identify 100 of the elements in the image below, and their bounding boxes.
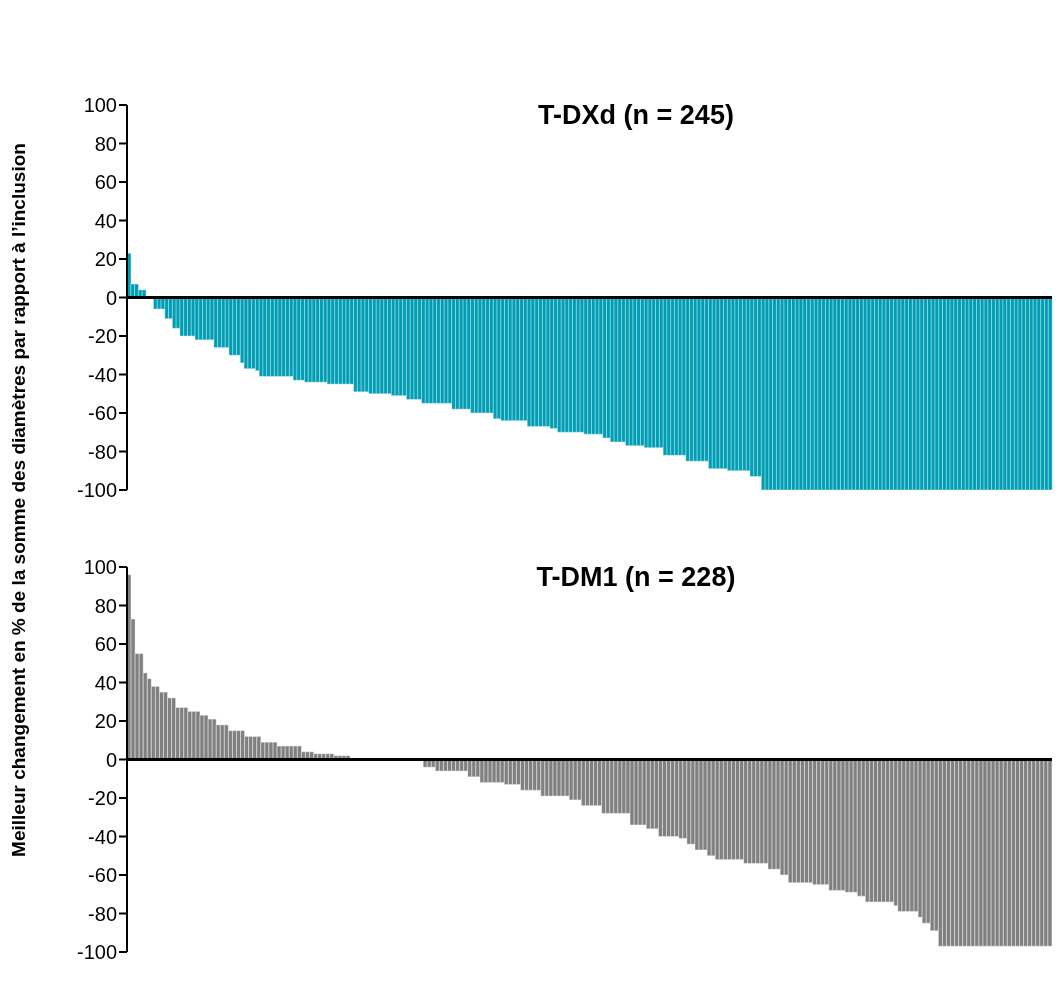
bar xyxy=(857,759,862,897)
bar xyxy=(455,297,460,410)
bar xyxy=(534,297,539,427)
bar xyxy=(1017,297,1023,490)
bar xyxy=(998,297,1004,490)
bar xyxy=(859,297,864,490)
bar xyxy=(1025,297,1030,490)
bar xyxy=(579,297,585,433)
bar xyxy=(806,297,811,490)
bar xyxy=(897,759,903,912)
bar xyxy=(986,759,992,947)
bar xyxy=(987,297,993,490)
bar xyxy=(443,297,449,404)
y-tick-label: -20 xyxy=(88,787,117,810)
bar xyxy=(958,759,963,947)
bar xyxy=(982,759,988,947)
bar xyxy=(1044,297,1049,490)
bar xyxy=(788,759,793,883)
y-tick-label: -40 xyxy=(88,825,117,848)
bar xyxy=(655,297,660,448)
bar xyxy=(727,759,732,860)
bar xyxy=(345,297,351,385)
bar xyxy=(598,297,604,435)
bar xyxy=(791,297,796,490)
bar xyxy=(421,297,426,404)
bar xyxy=(602,297,607,439)
bar xyxy=(817,297,823,490)
bar xyxy=(613,297,619,443)
bar xyxy=(901,759,907,912)
bar xyxy=(557,297,562,433)
bar xyxy=(738,297,743,471)
bar xyxy=(962,759,967,947)
bar xyxy=(938,759,943,947)
bar xyxy=(904,297,909,490)
bar xyxy=(413,297,419,400)
bar xyxy=(300,297,305,381)
bar xyxy=(787,297,792,490)
bar xyxy=(1043,759,1049,947)
bar xyxy=(311,297,317,383)
bar xyxy=(203,715,209,760)
bar xyxy=(572,297,577,433)
bar xyxy=(549,297,555,429)
bar xyxy=(869,759,874,903)
bar xyxy=(812,759,817,885)
y-tick-label: -80 xyxy=(88,902,117,925)
bar xyxy=(832,759,838,891)
bar xyxy=(974,759,980,947)
bar xyxy=(545,297,551,427)
bar xyxy=(334,297,339,385)
bar xyxy=(921,759,927,924)
bar xyxy=(637,759,643,826)
bar xyxy=(961,297,966,490)
bar xyxy=(796,759,801,883)
bar xyxy=(1031,759,1036,947)
bar xyxy=(950,759,955,947)
bar xyxy=(767,759,773,870)
bar xyxy=(715,297,721,470)
bar xyxy=(930,759,935,932)
bar xyxy=(338,297,343,385)
y-tick-label: -100 xyxy=(76,479,117,502)
bar xyxy=(591,297,596,435)
bar xyxy=(466,297,471,410)
bar xyxy=(451,297,456,410)
bar xyxy=(1015,759,1020,947)
bar xyxy=(772,297,777,490)
bar xyxy=(966,759,971,947)
bar xyxy=(743,759,748,864)
bar xyxy=(942,297,947,490)
y-tick-label: -80 xyxy=(88,440,117,463)
bar xyxy=(632,297,638,446)
y-tick-label: 40 xyxy=(94,209,117,232)
bar xyxy=(1007,759,1012,947)
bar xyxy=(256,736,262,760)
bar xyxy=(978,759,984,947)
bar xyxy=(636,297,641,446)
bar xyxy=(1021,297,1026,490)
bar xyxy=(816,759,821,885)
bar xyxy=(768,297,774,490)
bar xyxy=(938,297,943,490)
bar xyxy=(909,759,915,912)
bar xyxy=(647,297,653,448)
bar xyxy=(999,759,1004,947)
bar xyxy=(553,297,558,429)
bar xyxy=(877,759,882,903)
bar xyxy=(583,297,589,435)
bar xyxy=(511,297,517,421)
bar xyxy=(723,759,728,860)
bar xyxy=(783,297,789,490)
bar xyxy=(417,297,422,400)
chart-title: T-DXd (n = 245) xyxy=(537,100,735,131)
bar xyxy=(755,759,761,864)
bar xyxy=(970,759,976,947)
bar xyxy=(847,297,853,490)
y-tick-label: 0 xyxy=(105,748,117,771)
bar xyxy=(751,759,756,864)
y-tick-label: -40 xyxy=(88,363,117,386)
bar xyxy=(946,759,951,947)
bar xyxy=(983,297,989,490)
bar xyxy=(666,297,672,456)
bar xyxy=(504,297,509,421)
